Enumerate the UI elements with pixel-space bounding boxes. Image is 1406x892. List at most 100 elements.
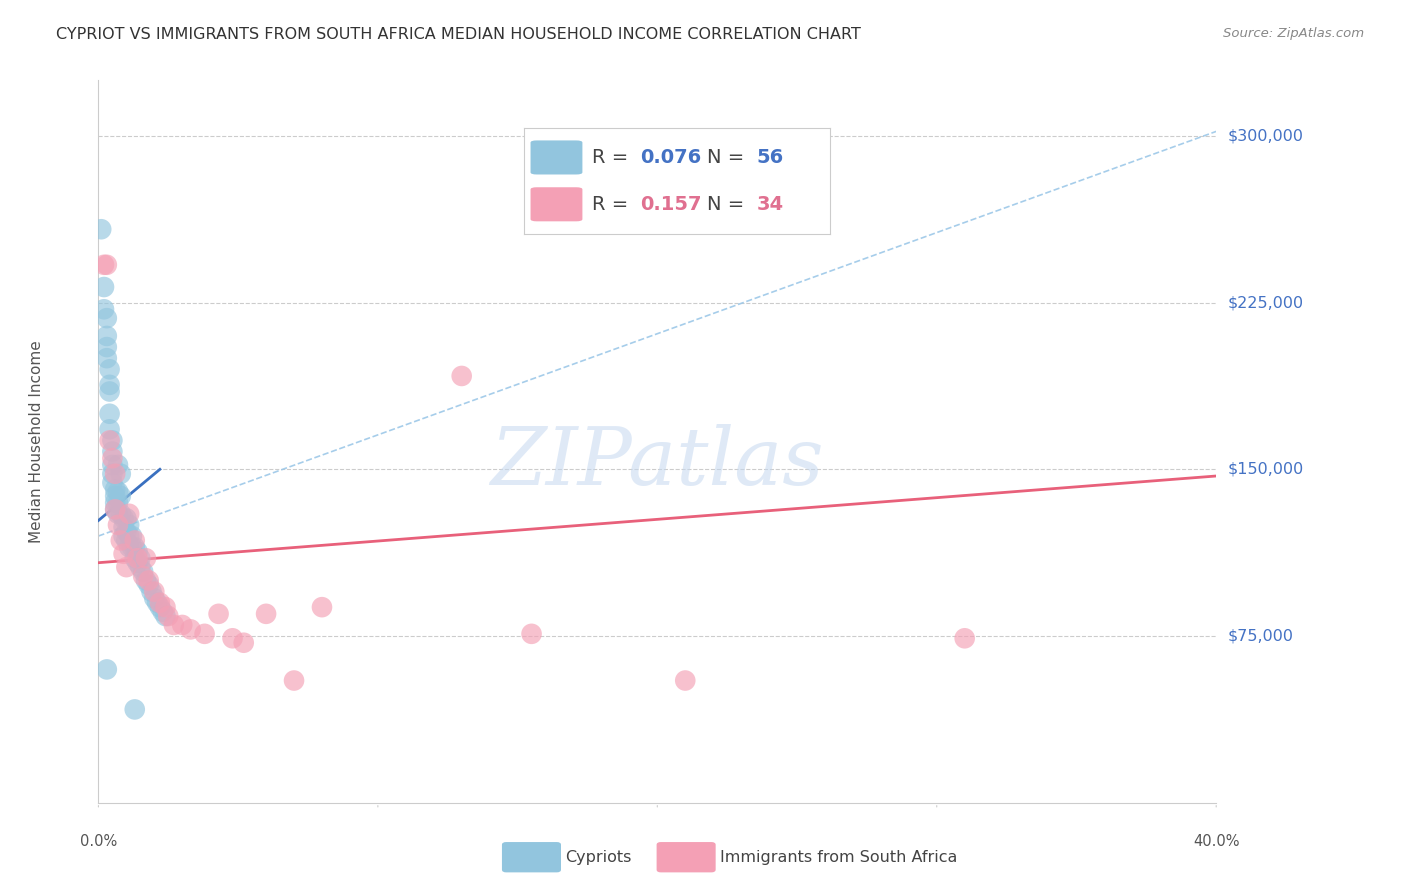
Point	[232, 636, 254, 650]
Text: $300,000: $300,000	[1227, 128, 1303, 144]
Text: CYPRIOT VS IMMIGRANTS FROM SOUTH AFRICA MEDIAN HOUSEHOLD INCOME CORRELATION CHAR: CYPRIOT VS IMMIGRANTS FROM SOUTH AFRICA …	[56, 27, 860, 42]
Point	[155, 600, 177, 615]
Point	[129, 551, 152, 566]
Point	[101, 467, 124, 481]
Point	[520, 627, 543, 641]
Point	[450, 368, 472, 383]
Point	[135, 574, 157, 588]
Point	[953, 632, 976, 646]
Point	[101, 458, 124, 472]
Point	[138, 578, 160, 592]
Text: Median Household Income: Median Household Income	[30, 340, 45, 543]
Point	[112, 547, 135, 561]
Point	[110, 507, 132, 521]
Point	[673, 673, 696, 688]
Point	[118, 507, 141, 521]
Point	[127, 551, 149, 566]
Point	[96, 662, 118, 676]
Point	[118, 529, 141, 543]
Point	[115, 511, 138, 525]
Point	[146, 596, 169, 610]
Point	[96, 351, 118, 366]
Point	[124, 533, 146, 548]
Point	[104, 502, 127, 516]
Point	[98, 377, 121, 392]
Point	[112, 511, 135, 525]
Point	[124, 702, 146, 716]
Point	[98, 434, 121, 448]
Point	[93, 302, 115, 317]
Point	[149, 600, 172, 615]
Point	[121, 540, 143, 554]
Text: $75,000: $75,000	[1227, 629, 1294, 643]
Point	[104, 489, 127, 503]
Point	[101, 451, 124, 466]
Point	[149, 596, 172, 610]
Text: R =: R =	[592, 148, 634, 167]
Text: 34: 34	[756, 194, 783, 214]
Text: 0.076: 0.076	[640, 148, 702, 167]
Text: 0.0%: 0.0%	[80, 834, 117, 849]
Point	[311, 600, 333, 615]
Point	[107, 458, 129, 472]
Point	[107, 517, 129, 532]
Point	[124, 551, 146, 566]
Point	[98, 362, 121, 376]
Point	[141, 584, 163, 599]
Point	[101, 434, 124, 448]
Point	[155, 609, 177, 624]
Point	[129, 560, 152, 574]
Point	[110, 533, 132, 548]
Point	[112, 520, 135, 534]
Text: Immigrants from South Africa: Immigrants from South Africa	[720, 850, 957, 864]
Text: $225,000: $225,000	[1227, 295, 1303, 310]
Point	[172, 618, 194, 632]
Point	[221, 632, 243, 646]
Text: 56: 56	[756, 148, 783, 167]
Point	[96, 329, 118, 343]
Text: Source: ZipAtlas.com: Source: ZipAtlas.com	[1223, 27, 1364, 40]
Point	[101, 444, 124, 458]
Point	[254, 607, 277, 621]
Point	[107, 507, 129, 521]
Point	[98, 384, 121, 399]
Point	[132, 569, 155, 583]
Point	[110, 467, 132, 481]
Point	[96, 340, 118, 354]
Point	[115, 524, 138, 539]
Point	[127, 556, 149, 570]
Point	[101, 475, 124, 490]
Point	[93, 258, 115, 272]
Point	[135, 551, 157, 566]
Text: ZIPatlas: ZIPatlas	[491, 425, 824, 502]
Point	[118, 517, 141, 532]
Point	[180, 623, 202, 637]
Point	[163, 618, 186, 632]
Point	[96, 311, 118, 326]
Point	[104, 467, 127, 481]
Text: R =: R =	[592, 194, 634, 214]
Point	[115, 560, 138, 574]
Point	[207, 607, 229, 621]
Point	[138, 574, 160, 588]
Point	[143, 584, 166, 599]
Text: N =: N =	[707, 194, 751, 214]
Point	[143, 591, 166, 606]
Text: N =: N =	[707, 148, 751, 167]
Point	[132, 565, 155, 579]
Point	[104, 502, 127, 516]
Point	[90, 222, 112, 236]
Point	[110, 489, 132, 503]
Point	[98, 422, 121, 436]
Point	[107, 484, 129, 499]
Point	[194, 627, 217, 641]
Point	[107, 496, 129, 510]
FancyBboxPatch shape	[530, 140, 582, 175]
Point	[283, 673, 305, 688]
Point	[96, 258, 118, 272]
Point	[115, 533, 138, 548]
Point	[104, 496, 127, 510]
Point	[118, 540, 141, 554]
Point	[93, 280, 115, 294]
Point	[152, 605, 174, 619]
